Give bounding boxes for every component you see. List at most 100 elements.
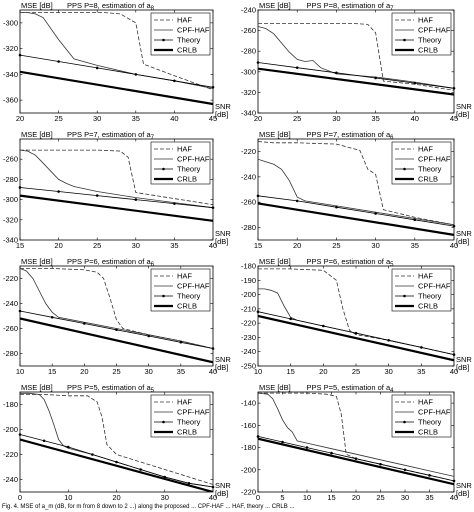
legend-label: Theory xyxy=(418,36,442,45)
x-tick-label: 15 xyxy=(286,367,294,376)
x-axis-label: SNR [dB] xyxy=(456,102,472,119)
panel-title: PPS P=6, estimation of a6 xyxy=(67,257,155,268)
series-cpf-haf xyxy=(258,158,454,226)
y-tick-label: -210 xyxy=(241,304,256,313)
panel-5: PPS P=6, estimation of a6 MSE [dB] SNR [dB]… xyxy=(3,257,231,376)
x-tick-label: 30 xyxy=(144,367,152,376)
x-tick-label: 15 xyxy=(16,241,24,250)
legend-label: CRLB xyxy=(418,302,438,311)
y-tick-label: -180 xyxy=(241,262,256,271)
theory-marker xyxy=(289,317,292,321)
x-tick-label: 40 xyxy=(450,493,458,502)
legend-label: CPF-HAF xyxy=(177,155,210,164)
theory-marker xyxy=(354,457,358,460)
y-tick-label: -280 xyxy=(3,175,18,184)
x-tick-label: 25 xyxy=(112,367,120,376)
y-tick-label: -300 xyxy=(3,195,18,204)
y-tick-label: -220 xyxy=(241,147,256,156)
legend-marker xyxy=(403,294,406,298)
series-haf xyxy=(20,394,213,485)
theory-marker xyxy=(281,440,284,444)
theory-marker xyxy=(83,322,86,325)
y-tick-label: -240 xyxy=(241,172,256,181)
y-tick-label: -240 xyxy=(241,6,256,15)
theory-marker xyxy=(187,481,191,485)
x-tick-label: 30 xyxy=(371,241,379,250)
series-cpf-haf xyxy=(20,149,213,209)
y-axis-label: MSE [dB] xyxy=(259,383,291,392)
y-tick-label: -280 xyxy=(241,47,256,56)
x-tick-label: 20 xyxy=(293,241,301,250)
theory-marker xyxy=(211,485,215,489)
panel-3: PPS P=7, estimation of a7 MSE [dB] SNR [dB]… xyxy=(3,130,231,250)
y-tick-label: -320 xyxy=(241,88,256,97)
x-axis-label: SNR [dB] xyxy=(456,229,472,246)
y-axis-label: MSE [dB] xyxy=(259,1,291,10)
theory-marker xyxy=(256,435,260,438)
y-tick-label: -340 xyxy=(241,109,256,118)
y-axis-label: MSE [dB] xyxy=(21,130,53,139)
y-tick-label: -200 xyxy=(3,425,18,434)
legend-label: CPF-HAF xyxy=(418,408,451,417)
y-axis-label: MSE [dB] xyxy=(21,1,53,10)
panel-title: PPS P=8, estimation of a8 xyxy=(67,1,155,12)
legend-label: HAF xyxy=(177,145,192,154)
x-tick-label: 30 xyxy=(161,493,169,502)
theory-marker xyxy=(95,66,99,70)
y-tick-label: -280 xyxy=(3,349,18,358)
theory-marker xyxy=(428,474,431,477)
legend-label: Theory xyxy=(418,165,442,174)
theory-marker xyxy=(134,73,138,76)
theory-marker xyxy=(330,451,333,455)
theory-marker xyxy=(147,334,150,338)
theory-marker xyxy=(295,66,299,69)
y-tick-label: -240 xyxy=(3,299,18,308)
legend-label: HAF xyxy=(418,398,433,407)
x-axis-label: SNR [dB] xyxy=(215,481,231,498)
legend-label: CPF-HAF xyxy=(418,282,451,291)
series-cpf-haf xyxy=(20,268,213,349)
theory-marker xyxy=(354,331,358,335)
panel-title: PPS P=7, estimation of a6 xyxy=(307,130,395,141)
series-crlb xyxy=(20,194,213,222)
theory-marker xyxy=(452,353,456,356)
x-tick-label: 30 xyxy=(132,241,140,250)
y-tick-label: -140 xyxy=(241,399,256,408)
series-crlb xyxy=(258,437,454,486)
series-crlb xyxy=(20,317,213,364)
x-tick-label: 5 xyxy=(280,493,284,502)
theory-marker xyxy=(66,445,70,449)
y-axis-label: MSE [dB] xyxy=(21,257,53,266)
legend-label: Theory xyxy=(177,292,201,301)
x-tick-label: 40 xyxy=(411,114,419,123)
x-tick-label: 0 xyxy=(18,493,22,502)
legend-label: Theory xyxy=(418,292,442,301)
legend-label: HAF xyxy=(177,398,192,407)
x-tick-label: 20 xyxy=(352,493,360,502)
x-tick-label: 35 xyxy=(417,367,425,376)
series-theory xyxy=(258,62,454,89)
theory-marker xyxy=(452,224,456,228)
legend-label: Theory xyxy=(177,418,201,427)
series-crlb xyxy=(258,202,454,236)
x-tick-label: 25 xyxy=(376,493,384,502)
legend-marker xyxy=(403,420,406,424)
panel-title: PPS P=6, estimation of a5 xyxy=(307,257,395,268)
x-tick-label: 25 xyxy=(332,241,340,250)
theory-marker xyxy=(173,202,176,205)
panel-8: PPS P=5, estimation of a4 MSE [dB] SNR [dB]… xyxy=(241,383,472,502)
x-tick-label: 45 xyxy=(450,114,458,123)
y-tick-label: -320 xyxy=(3,44,18,53)
x-tick-label: 25 xyxy=(93,241,101,250)
x-tick-label: 10 xyxy=(16,367,24,376)
x-tick-label: 10 xyxy=(303,493,311,502)
panel-title: PPS P=8, estimation of a7 xyxy=(307,1,395,12)
y-tick-label: -180 xyxy=(241,443,256,452)
series-theory xyxy=(20,187,213,209)
x-tick-label: 25 xyxy=(352,367,360,376)
series-haf xyxy=(258,22,454,91)
